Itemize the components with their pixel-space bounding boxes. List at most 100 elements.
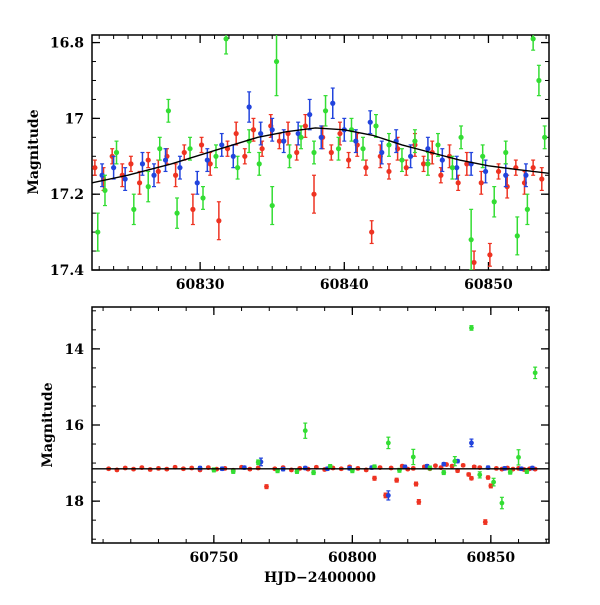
data-point — [452, 458, 458, 464]
data-point — [259, 146, 265, 152]
data-point — [162, 157, 169, 163]
x-tick-label: 60750 — [190, 550, 239, 566]
data-point — [410, 454, 416, 460]
data-point — [482, 519, 488, 525]
data-point — [197, 465, 203, 471]
data-point — [482, 168, 489, 175]
data-point — [469, 475, 474, 481]
bottom-panel-xlabel: HJD−2400000 — [264, 570, 376, 586]
data-point — [514, 233, 520, 239]
data-point — [298, 134, 304, 140]
data-point — [111, 165, 117, 171]
data-point — [145, 184, 151, 190]
data-point — [524, 206, 530, 212]
data-point — [458, 134, 464, 140]
data-point — [113, 149, 120, 156]
data-point — [302, 123, 308, 129]
data-point — [318, 134, 324, 140]
data-point — [372, 475, 377, 481]
data-point — [311, 149, 317, 156]
data-point — [346, 157, 352, 163]
data-point — [269, 202, 275, 209]
data-point — [286, 153, 293, 159]
top-panel: 60830 60840 60850 16.8 17 17.2 17.4 Magnitude — [26, 34, 550, 293]
data-point — [477, 472, 483, 478]
data-point — [223, 36, 229, 42]
top-panel-ylabel: Magnitude — [26, 109, 42, 194]
data-point — [207, 161, 213, 167]
bottom-panel: 60750 60800 60850 14 16 18 Magnitude HJD−2400… — [40, 306, 550, 586]
data-point — [435, 142, 441, 148]
data-point — [449, 463, 455, 469]
data-point — [363, 165, 369, 171]
data-point — [425, 146, 431, 152]
y-tick-label: 16.8 — [50, 36, 84, 52]
data-point — [174, 210, 180, 216]
data-point — [491, 479, 497, 485]
data-point — [523, 172, 529, 178]
data-point — [530, 36, 536, 42]
data-point — [353, 138, 359, 144]
data-point — [386, 142, 392, 148]
data-point — [99, 172, 105, 178]
data-point — [294, 469, 300, 474]
data-point — [427, 465, 433, 471]
data-point — [295, 130, 301, 137]
data-point — [542, 134, 548, 140]
data-point — [499, 500, 505, 506]
bottom-panel-ylabel: Magnitude — [40, 382, 56, 467]
data-point — [155, 168, 161, 175]
data-point — [372, 464, 377, 470]
data-point — [468, 237, 474, 243]
data-point — [230, 469, 236, 474]
data-point — [200, 195, 206, 201]
data-point — [469, 325, 474, 331]
data-point — [464, 161, 470, 167]
data-point — [147, 467, 153, 472]
data-point — [139, 161, 146, 167]
y-tick-label: 17.4 — [50, 263, 84, 279]
y-tick-label: 18 — [65, 494, 84, 510]
data-point — [373, 123, 379, 129]
data-point — [455, 180, 461, 186]
data-point — [294, 149, 300, 156]
x-tick-label: 60850 — [466, 550, 515, 566]
data-point — [219, 142, 225, 148]
data-point — [136, 180, 143, 186]
top-panel-ticks: 60830 60840 60850 16.8 17 17.2 17.4 — [50, 35, 549, 293]
data-point — [216, 218, 222, 224]
top-panel-data — [92, 35, 549, 270]
data-point — [250, 127, 257, 133]
data-point — [269, 127, 275, 133]
data-point — [307, 111, 313, 118]
data-point — [190, 206, 196, 212]
data-point — [503, 149, 509, 156]
data-point — [438, 172, 444, 178]
data-point — [367, 119, 373, 125]
data-point — [328, 149, 334, 156]
data-point — [441, 470, 447, 475]
data-point — [369, 229, 375, 235]
data-point — [507, 469, 513, 475]
data-point — [524, 469, 530, 474]
y-tick-label: 16 — [65, 418, 84, 434]
data-point — [337, 130, 343, 137]
data-point — [122, 176, 128, 182]
data-point — [102, 187, 108, 194]
data-point — [246, 104, 252, 110]
data-point — [454, 165, 460, 171]
data-point — [173, 172, 179, 178]
bottom-panel-ticks: 60750 60800 60850 14 16 18 — [65, 307, 549, 566]
data-point — [255, 459, 261, 465]
data-point — [420, 161, 427, 167]
bottom-panel-data — [92, 325, 549, 525]
data-point — [433, 463, 438, 469]
data-point — [487, 252, 493, 258]
data-point — [536, 77, 542, 84]
data-point — [386, 168, 392, 175]
data-point — [311, 470, 316, 475]
data-point — [198, 142, 205, 148]
data-point — [471, 259, 477, 266]
data-point — [413, 481, 419, 487]
data-point — [491, 199, 497, 205]
